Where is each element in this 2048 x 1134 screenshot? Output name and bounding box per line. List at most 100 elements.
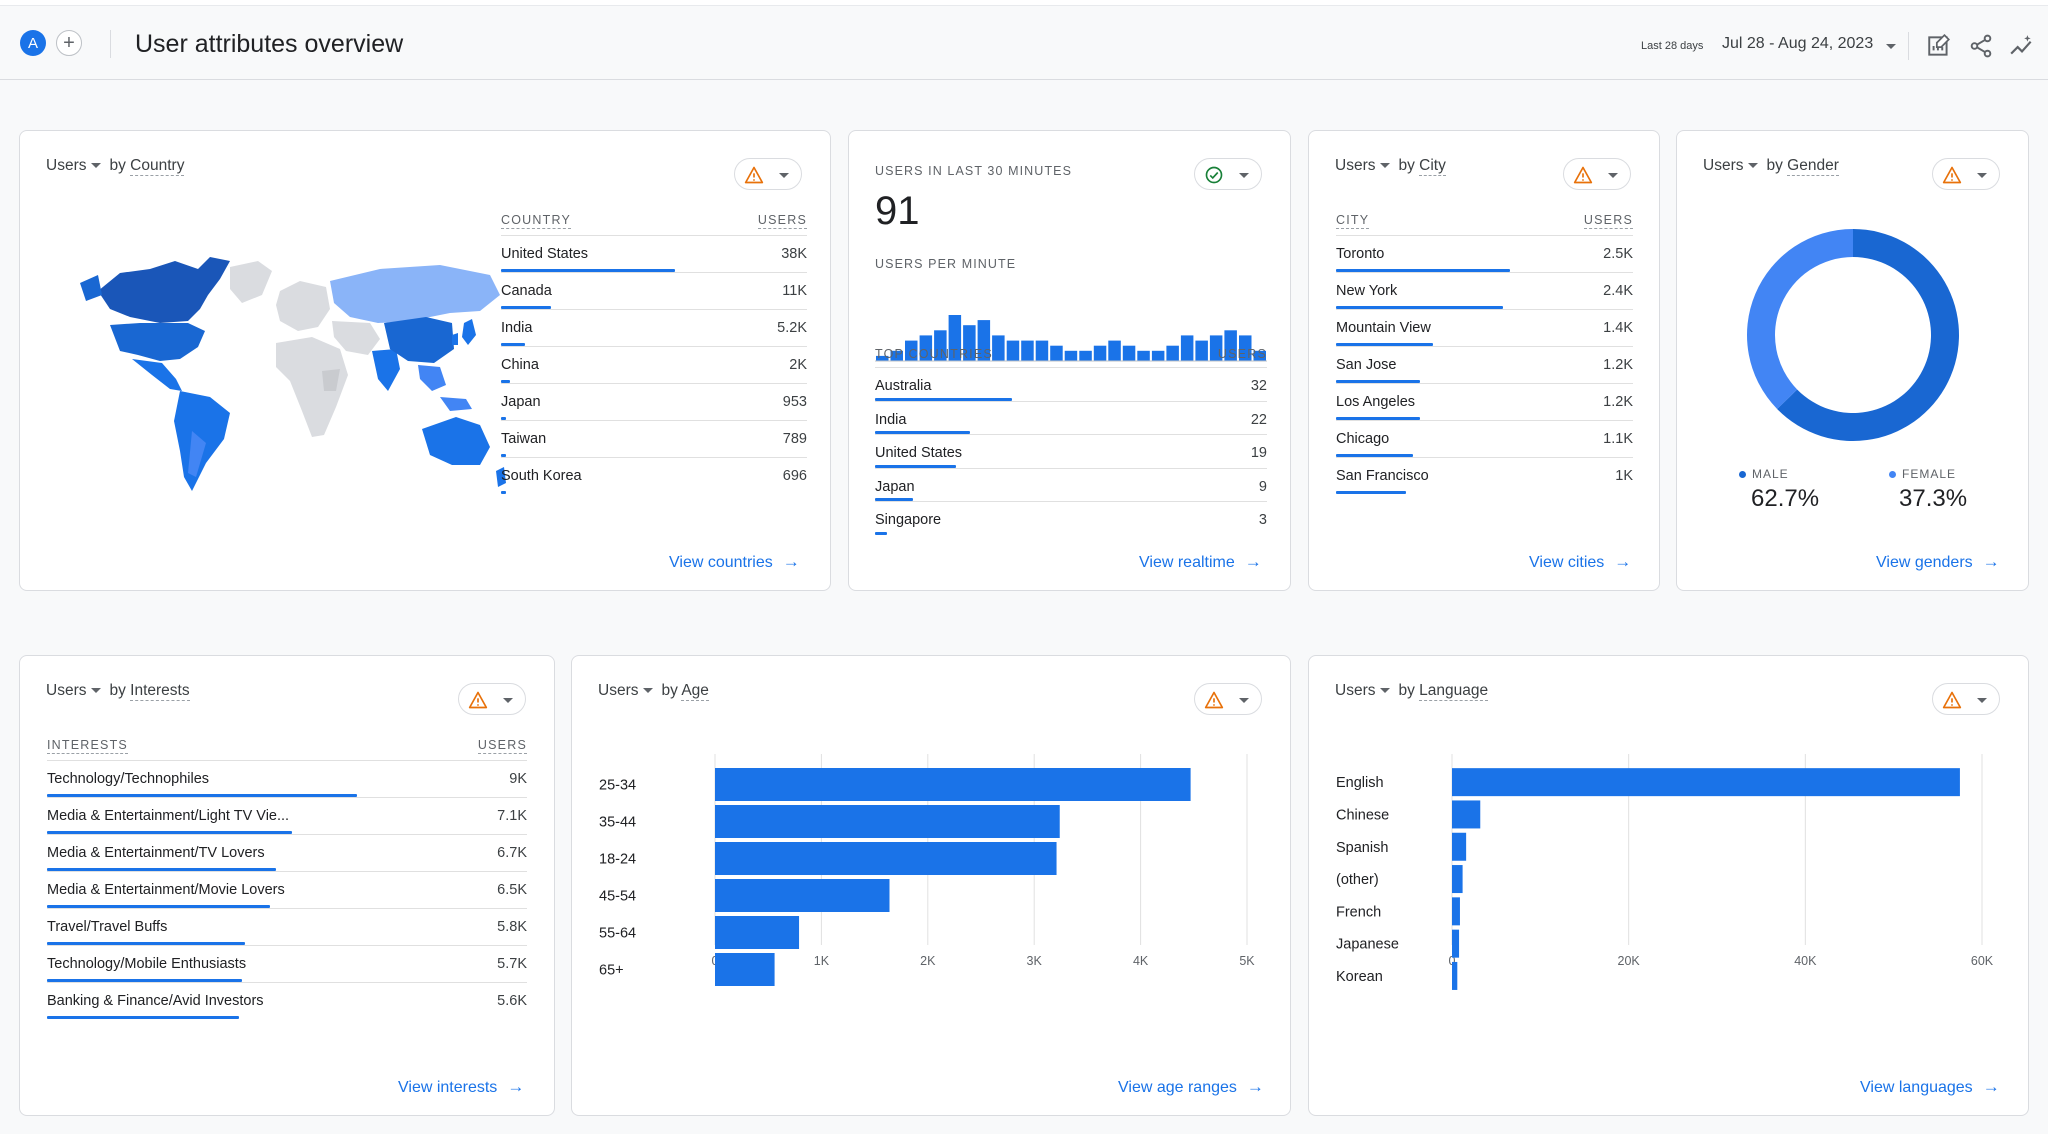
minute-bar[interactable] bbox=[1151, 350, 1165, 361]
table-row[interactable]: Technology/Mobile Enthusiasts 5.7K bbox=[47, 945, 527, 982]
data-quality-menu[interactable] bbox=[1932, 158, 2000, 190]
minute-bar[interactable] bbox=[1021, 340, 1034, 361]
minute-bar[interactable] bbox=[890, 350, 904, 361]
table-row[interactable]: India 5.2K bbox=[501, 309, 807, 346]
avatar[interactable]: A bbox=[20, 30, 46, 56]
bar[interactable] bbox=[1452, 897, 1460, 926]
minute-bar[interactable] bbox=[948, 315, 962, 361]
table-row[interactable]: China 2K bbox=[501, 346, 807, 383]
table-row[interactable]: Media & Entertainment/Movie Lovers 6.5K bbox=[47, 871, 527, 908]
minute-bar[interactable] bbox=[1195, 340, 1208, 361]
bar[interactable] bbox=[1452, 929, 1460, 958]
data-quality-menu[interactable] bbox=[1194, 158, 1262, 190]
table-row[interactable]: Media & Entertainment/Light TV Vie... 7.1… bbox=[47, 797, 527, 834]
minute-bar[interactable] bbox=[1050, 345, 1063, 361]
column-header-interests[interactable]: INTERESTS bbox=[47, 738, 128, 754]
minute-bar[interactable] bbox=[1108, 340, 1121, 361]
minute-bar[interactable] bbox=[1166, 345, 1179, 361]
data-quality-menu[interactable] bbox=[1932, 683, 2000, 715]
view-cities-link[interactable]: View cities → bbox=[1529, 552, 1632, 571]
column-header-users[interactable]: USERS bbox=[477, 738, 527, 754]
minute-bar[interactable] bbox=[1239, 335, 1252, 361]
table-row[interactable]: South Korea 696 bbox=[501, 457, 807, 494]
donut-slice-male[interactable] bbox=[1777, 229, 1959, 441]
view-countries-link[interactable]: View countries → bbox=[669, 552, 800, 571]
minute-bar[interactable] bbox=[1035, 340, 1049, 361]
card-title[interactable]: Users by City bbox=[1335, 157, 1446, 176]
bar[interactable] bbox=[715, 879, 890, 912]
table-row[interactable]: Japan 9 bbox=[875, 467, 1267, 501]
bar[interactable] bbox=[1452, 832, 1467, 861]
chevron-down-icon[interactable] bbox=[643, 688, 654, 694]
bar[interactable] bbox=[715, 805, 1060, 838]
data-quality-menu[interactable] bbox=[1194, 683, 1262, 715]
metric-selector[interactable]: Users bbox=[1335, 682, 1376, 699]
table-row[interactable]: Canada 11K bbox=[501, 272, 807, 309]
minute-bar[interactable] bbox=[934, 330, 947, 361]
donut-slice-female[interactable] bbox=[1747, 229, 1853, 410]
table-row[interactable]: San Francisco 1K bbox=[1336, 457, 1633, 494]
table-row[interactable]: San Jose 1.2K bbox=[1336, 346, 1633, 383]
view-age-ranges-link[interactable]: View age ranges → bbox=[1118, 1077, 1264, 1096]
view-genders-link[interactable]: View genders → bbox=[1876, 552, 2000, 571]
customize-report-icon[interactable] bbox=[1926, 33, 1952, 59]
share-icon[interactable] bbox=[1968, 33, 1994, 59]
minute-bar[interactable] bbox=[1224, 330, 1237, 361]
language-bar-chart[interactable]: 0 20K 40K 60K English Chinese Spanish (other) Fr… bbox=[1309, 736, 2028, 1036]
data-quality-menu[interactable] bbox=[1563, 158, 1631, 190]
minute-bar[interactable] bbox=[992, 335, 1005, 361]
card-title[interactable]: Users by Age bbox=[598, 682, 709, 701]
minute-bar[interactable] bbox=[1006, 340, 1020, 361]
bar[interactable] bbox=[1452, 800, 1481, 829]
world-map[interactable] bbox=[80, 251, 510, 501]
minute-bar[interactable] bbox=[905, 340, 918, 361]
column-header-city[interactable]: CITY bbox=[1336, 213, 1370, 229]
view-languages-link[interactable]: View languages → bbox=[1860, 1077, 2000, 1096]
minute-bar[interactable] bbox=[1064, 350, 1078, 361]
chevron-down-icon[interactable] bbox=[1380, 688, 1391, 694]
minute-bar[interactable] bbox=[1122, 345, 1136, 361]
table-row[interactable]: Toronto 2.5K bbox=[1336, 235, 1633, 272]
table-row[interactable]: Media & Entertainment/TV Lovers 6.7K bbox=[47, 834, 527, 871]
minute-bar[interactable] bbox=[963, 325, 976, 361]
minute-bar[interactable] bbox=[1209, 335, 1223, 361]
bar[interactable] bbox=[715, 916, 800, 949]
add-comparison-button[interactable]: + bbox=[56, 30, 82, 56]
users-per-minute-chart[interactable] bbox=[875, 283, 1267, 363]
bar[interactable] bbox=[715, 953, 775, 986]
bar[interactable] bbox=[715, 842, 1057, 875]
metric-selector[interactable]: Users bbox=[598, 682, 639, 699]
bar[interactable] bbox=[1452, 865, 1463, 894]
chevron-down-icon[interactable] bbox=[1886, 44, 1896, 49]
column-header-users[interactable]: USERS bbox=[757, 213, 807, 229]
table-row[interactable]: Australia 32 bbox=[875, 367, 1267, 401]
table-row[interactable]: Mountain View 1.4K bbox=[1336, 309, 1633, 346]
table-row[interactable]: New York 2.4K bbox=[1336, 272, 1633, 309]
table-row[interactable]: Travel/Travel Buffs 5.8K bbox=[47, 908, 527, 945]
chevron-down-icon[interactable] bbox=[91, 688, 102, 694]
metric-selector[interactable]: Users bbox=[1335, 157, 1376, 174]
minute-bar[interactable] bbox=[1180, 335, 1194, 361]
metric-selector[interactable]: Users bbox=[1703, 157, 1744, 174]
bar[interactable] bbox=[1452, 961, 1458, 990]
minute-bar[interactable] bbox=[1079, 350, 1092, 361]
table-row[interactable]: Singapore 3 bbox=[875, 501, 1267, 535]
chevron-down-icon[interactable] bbox=[1380, 163, 1391, 169]
metric-selector[interactable]: Users bbox=[46, 682, 87, 699]
date-range-picker[interactable]: Jul 28 - Aug 24, 2023 bbox=[1722, 35, 1874, 52]
minute-bar[interactable] bbox=[977, 320, 991, 361]
metric-selector[interactable]: Users bbox=[46, 157, 87, 174]
table-row[interactable]: Japan 953 bbox=[501, 383, 807, 420]
data-quality-menu[interactable] bbox=[734, 158, 802, 190]
view-interests-link[interactable]: View interests → bbox=[398, 1077, 525, 1096]
column-header-country[interactable]: COUNTRY bbox=[501, 213, 571, 229]
table-row[interactable]: Los Angeles 1.2K bbox=[1336, 383, 1633, 420]
view-realtime-link[interactable]: View realtime → bbox=[1139, 552, 1262, 571]
gender-donut-chart[interactable] bbox=[1745, 227, 1961, 443]
bar[interactable] bbox=[1452, 768, 1960, 797]
card-title[interactable]: Users by Country bbox=[46, 157, 185, 176]
table-row[interactable]: United States 38K bbox=[501, 235, 807, 272]
table-row[interactable]: Chicago 1.1K bbox=[1336, 420, 1633, 457]
table-row[interactable]: Taiwan 789 bbox=[501, 420, 807, 457]
